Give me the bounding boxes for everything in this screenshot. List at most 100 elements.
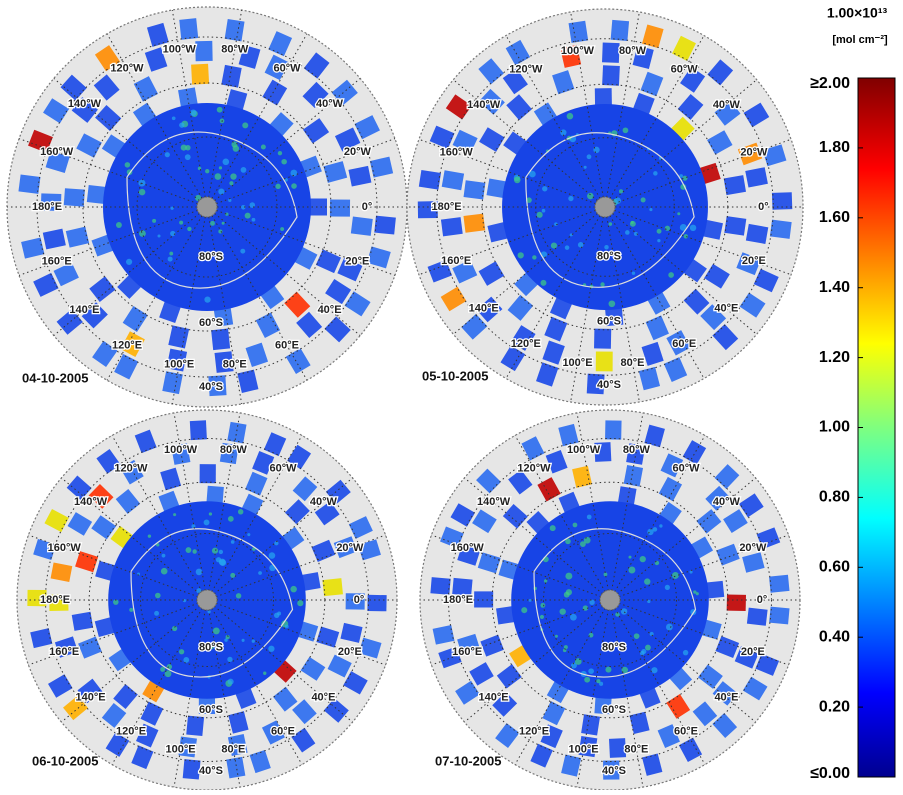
speckle (224, 638, 228, 642)
parallel-label: 60°S (597, 316, 621, 328)
meridian (614, 607, 706, 765)
speckle (170, 206, 174, 210)
swath (343, 671, 368, 695)
swath (198, 694, 216, 715)
meridian-label: 180°E (432, 201, 462, 213)
speckle (152, 218, 157, 223)
swath (716, 543, 740, 566)
speckle (227, 515, 234, 522)
swath (700, 304, 727, 331)
swath (334, 127, 361, 152)
meridian-label: 60°E (275, 339, 299, 351)
swath (496, 664, 522, 689)
swath (358, 637, 382, 659)
swath (545, 449, 568, 474)
colorbar (857, 77, 896, 778)
speckle (587, 192, 594, 200)
speckle (210, 220, 215, 226)
swath (189, 420, 207, 441)
meridian (431, 534, 602, 598)
swath (724, 216, 747, 236)
swath (33, 538, 57, 561)
speckle (599, 681, 604, 686)
swath (663, 357, 688, 382)
speckle (600, 282, 605, 287)
meridian (111, 435, 203, 593)
speckle (156, 543, 160, 547)
meridian-label: 180°E (443, 594, 473, 606)
swath (245, 471, 268, 496)
swath (521, 436, 545, 461)
date-label: 05-10-2005 (422, 368, 489, 383)
swath (162, 371, 183, 395)
speckle (583, 165, 587, 169)
speckle (228, 198, 232, 202)
meridian-label: 80°E (221, 744, 245, 756)
swath (542, 701, 566, 726)
swath (608, 738, 627, 758)
speckle (526, 197, 532, 203)
swath (657, 724, 680, 748)
speckle (603, 572, 608, 577)
meridian-label: 140°W (68, 98, 102, 110)
speckle (679, 223, 687, 231)
swath (641, 341, 664, 366)
swath (374, 215, 396, 235)
speckle (679, 174, 683, 178)
speckle (517, 252, 524, 259)
swath (95, 104, 122, 131)
meridian-label: 80°E (624, 744, 648, 756)
colorbar-tick-label: ≥2.00 (810, 75, 850, 92)
swath (115, 488, 141, 514)
speckle (521, 607, 528, 614)
polar-map: 0° 20°W 40°W 60°W 80°W 100°W 120°W 140°W 160°W 18… (419, 409, 801, 791)
swath (769, 219, 792, 239)
swath (703, 580, 725, 599)
swath (134, 429, 157, 454)
speckle (652, 527, 658, 532)
swath (762, 144, 787, 167)
speckle (218, 166, 223, 170)
swath (677, 93, 704, 120)
swath (542, 340, 565, 365)
meridian (464, 605, 604, 723)
speckle (588, 632, 594, 638)
swath (645, 315, 669, 341)
meridian-label: 140°E (76, 692, 106, 704)
swath (292, 699, 317, 725)
speckle (231, 141, 238, 148)
speckle (569, 233, 573, 237)
meridian-label: 160°E (49, 646, 79, 658)
swath (329, 199, 351, 217)
speckle (680, 183, 687, 190)
swath (477, 552, 501, 574)
swath (114, 353, 139, 380)
speckle (171, 116, 176, 121)
speckle (281, 158, 287, 165)
meridian-label: 160°E (452, 646, 482, 658)
swath (495, 723, 520, 748)
speckle (218, 558, 226, 566)
swath (714, 100, 741, 126)
swath (224, 18, 245, 42)
speckle (209, 644, 214, 650)
meridian-label: 100°E (164, 358, 194, 370)
coastline (525, 132, 695, 288)
speckle (164, 152, 170, 158)
swath (440, 286, 467, 312)
meridian-label: 20°E (338, 646, 362, 658)
meridian-label: 100°W (561, 45, 595, 57)
speckle (216, 106, 223, 113)
speckle (540, 602, 546, 608)
speckle (683, 234, 689, 239)
speckle (268, 645, 275, 652)
meridian-label: 60°E (674, 726, 698, 738)
swath (324, 316, 351, 343)
swath (252, 451, 275, 475)
swath (120, 331, 145, 357)
meridian-label: 80°W (619, 45, 647, 57)
speckle (203, 251, 210, 257)
speckle (540, 279, 547, 286)
swath (227, 734, 248, 756)
swath (469, 662, 494, 686)
